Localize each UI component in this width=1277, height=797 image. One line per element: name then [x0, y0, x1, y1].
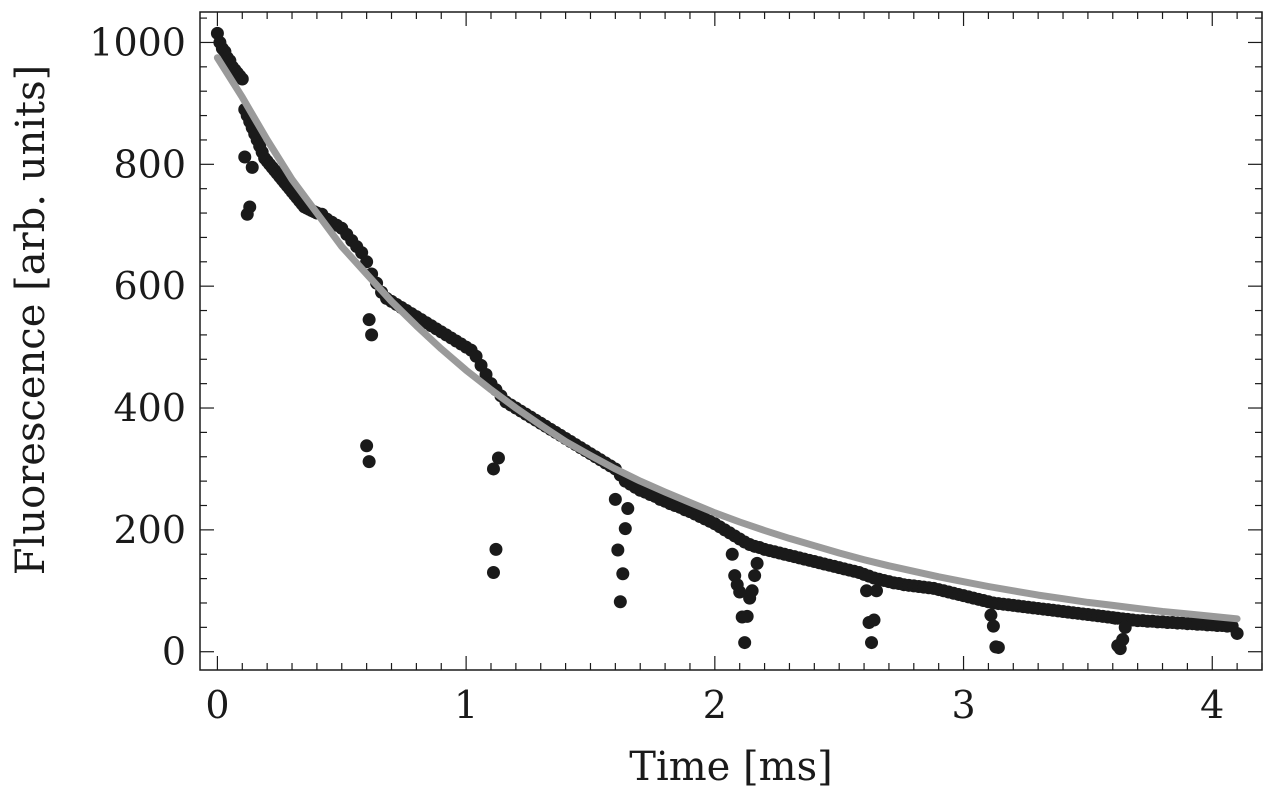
data-point [608, 492, 622, 506]
plot-frame [199, 11, 1263, 671]
data-point [1118, 620, 1132, 634]
y-tick-label: 400 [113, 386, 186, 430]
x-tick-label: 2 [703, 683, 727, 727]
data-point [725, 547, 739, 561]
data-point [491, 451, 505, 465]
data-point [860, 584, 874, 598]
data-point [738, 636, 752, 650]
x-tick-label: 3 [951, 683, 975, 727]
y-tick-label: 1000 [89, 20, 186, 64]
data-point [740, 609, 754, 623]
data-point [991, 640, 1005, 654]
data-point [362, 455, 376, 469]
data-point [611, 543, 625, 557]
data-point [745, 584, 759, 598]
axis-ticks [200, 12, 1263, 670]
fit-line [213, 54, 1241, 623]
data-point [618, 522, 632, 536]
y-tick-label: 800 [113, 142, 186, 186]
axis-tick-labels: 0 1 2 3 4 0 200 400 600 800 1000 [89, 20, 1224, 727]
data-point [1116, 633, 1130, 647]
data-point [616, 567, 630, 581]
x-tick-label: 1 [454, 683, 478, 727]
data-point [867, 613, 881, 627]
data-point [984, 608, 998, 622]
y-tick-label: 0 [162, 630, 186, 674]
x-axis-label: Time [ms] [629, 744, 832, 790]
data-point [235, 72, 249, 86]
data-points [210, 26, 1244, 656]
data-point [865, 636, 879, 650]
data-point [986, 619, 1000, 633]
x-tick-label: 0 [205, 683, 229, 727]
y-tick-label: 600 [113, 264, 186, 308]
data-point [1108, 611, 1122, 625]
data-point [750, 556, 764, 570]
y-tick-label: 200 [113, 508, 186, 552]
data-point [486, 462, 500, 476]
data-point [362, 313, 376, 327]
data-point [1230, 626, 1244, 640]
x-tick-label: 4 [1200, 683, 1224, 727]
data-point [365, 328, 379, 342]
data-point [613, 595, 627, 609]
data-point [748, 569, 762, 583]
data-point [240, 207, 254, 221]
data-point [486, 566, 500, 580]
data-point [869, 584, 883, 598]
data-point [245, 160, 259, 174]
data-point [238, 150, 252, 164]
fit-curve [213, 54, 1241, 623]
data-point [360, 439, 374, 453]
data-point [733, 585, 747, 599]
y-axis-label: Fluorescence [arb. units] [8, 65, 54, 575]
data-point [489, 542, 503, 556]
data-point [360, 255, 374, 269]
data-point [621, 502, 635, 516]
